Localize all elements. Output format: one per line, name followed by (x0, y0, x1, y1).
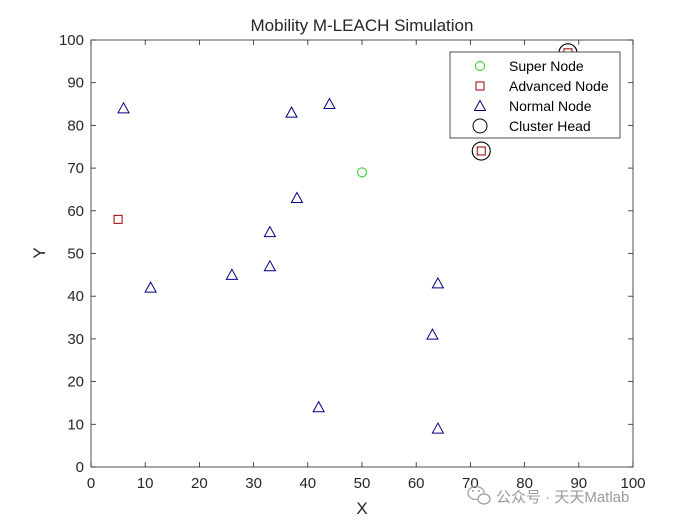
x-tick-label: 90 (570, 475, 587, 492)
normal-node-point (144, 281, 157, 293)
normal-node-point (323, 97, 336, 110)
normal-node-point (263, 225, 277, 238)
advanced-node-point (476, 146, 486, 156)
axis-ticks: 0 10 20 30 40 50 60 70 80 90 100 0 10 20 30 40 50 60 70 80 9… (59, 32, 646, 492)
x-tick-label: 40 (299, 475, 316, 492)
y-tick-label: 20 (67, 374, 84, 391)
cluster-head-point (471, 141, 491, 161)
legend-box (449, 51, 621, 139)
legend-marker-cluster-head (472, 118, 488, 134)
legend: Super Node Advanced Node Normal Node Cluste… (449, 51, 621, 139)
normal-node-point (431, 276, 445, 289)
legend-label-super-node: Super Node (509, 58, 584, 74)
legend-label-cluster-head: Cluster Head (509, 118, 591, 134)
legend-entries: Super Node Advanced Node Normal Node Cluste… (472, 58, 609, 134)
x-tick-label: 60 (408, 475, 425, 492)
y-tick-label: 0 (76, 459, 84, 476)
x-tick-label: 10 (137, 475, 154, 492)
watermark-text: 公众号 · 天天Matlab (496, 489, 629, 506)
y-tick-label: 60 (67, 203, 84, 220)
legend-marker-normal-node (473, 99, 487, 111)
normal-node-point (426, 328, 439, 340)
x-tick-label: 80 (516, 475, 533, 492)
y-tick-label: 90 (67, 75, 84, 92)
advanced-node-point (113, 214, 123, 224)
y-tick-label: 100 (59, 32, 84, 49)
normal-node-point (117, 101, 130, 114)
wechat-icon (467, 485, 491, 505)
super-node-point (357, 167, 367, 178)
y-tick-label: 30 (67, 331, 84, 348)
legend-marker-advanced-node (475, 81, 485, 91)
x-tick-label: 50 (354, 475, 371, 492)
y-tick-label: 70 (67, 160, 84, 177)
x-tick-label: 70 (462, 475, 479, 492)
y-tick-label: 80 (67, 117, 84, 134)
y-axis-label: Y (30, 247, 49, 258)
x-tick-label: 20 (191, 475, 208, 492)
x-tick-label: 0 (87, 475, 95, 492)
normal-node-point (431, 422, 445, 434)
watermark: 公众号 · 天天Matlab (467, 485, 629, 506)
x-axis-label: X (356, 499, 367, 518)
y-tick-label: 50 (67, 246, 84, 263)
normal-node-point (290, 191, 304, 203)
y-tick-label: 40 (67, 288, 84, 305)
normal-node-point (263, 259, 277, 272)
x-tick-label: 30 (245, 475, 262, 492)
chart-title: Mobility M-LEACH Simulation (251, 16, 474, 35)
y-tick-label: 10 (67, 416, 84, 433)
legend-marker-super-node (475, 61, 485, 71)
normal-node-point (312, 400, 325, 413)
x-tick-label: 100 (620, 475, 645, 492)
normal-node-point (285, 106, 298, 118)
normal-node-point (225, 268, 239, 280)
legend-label-advanced-node: Advanced Node (509, 78, 609, 94)
legend-label-normal-node: Normal Node (509, 98, 592, 114)
